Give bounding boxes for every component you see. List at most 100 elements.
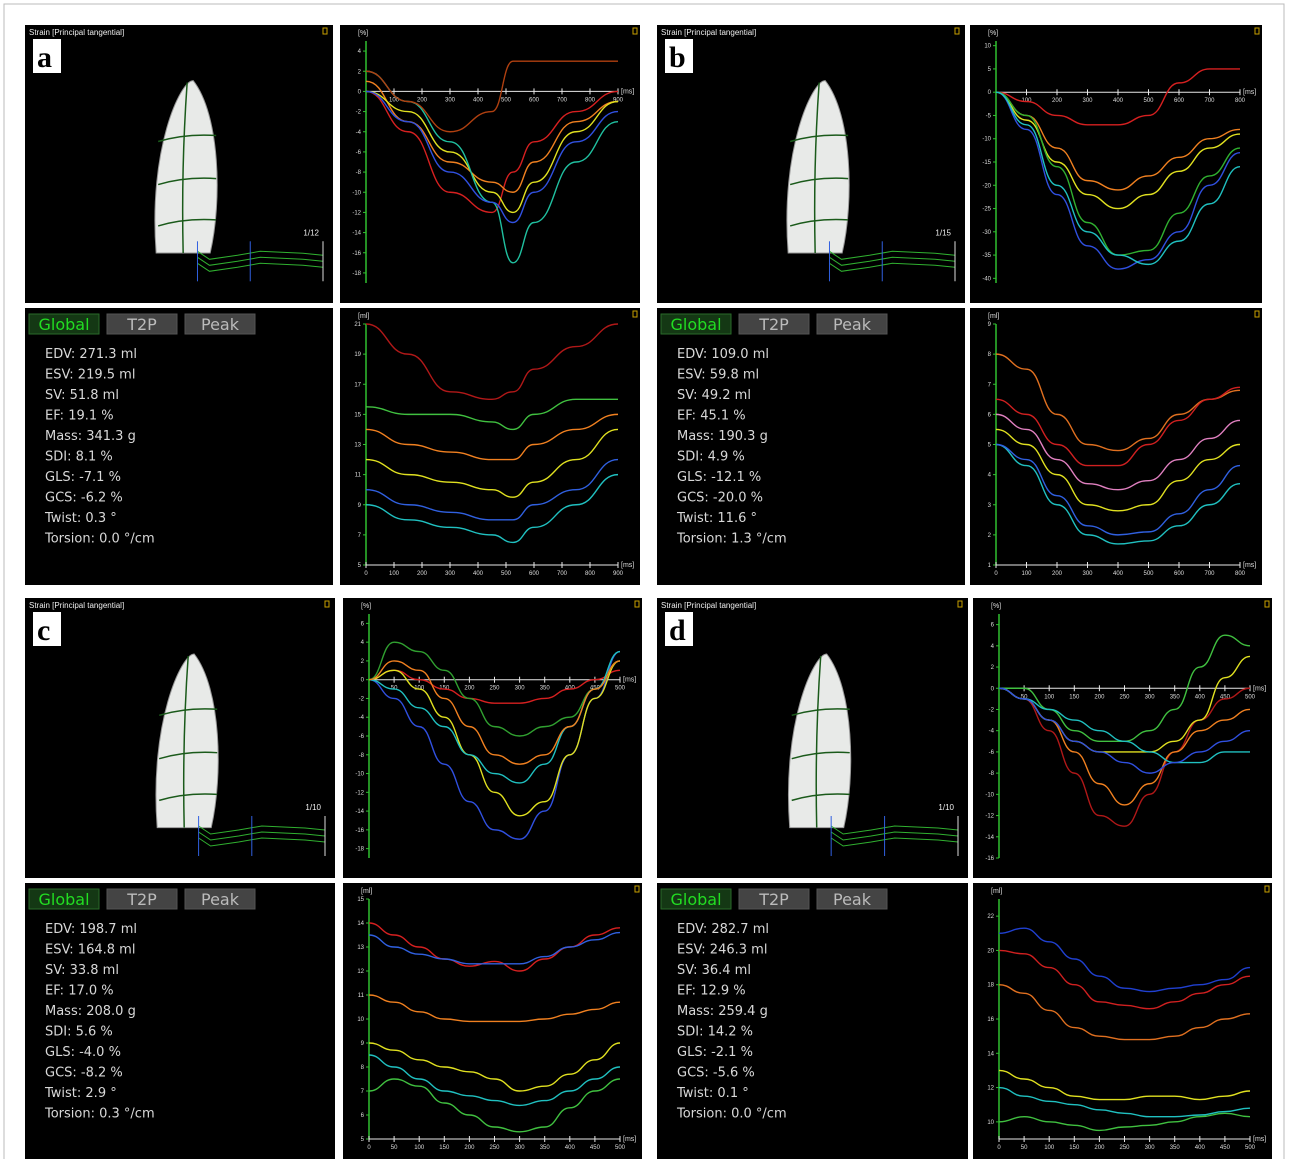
curve (998, 1112, 1251, 1132)
panel-letter: b (669, 41, 686, 74)
chart-background (970, 308, 1262, 585)
x-tick-label: 700 (557, 97, 568, 103)
x-tick-label: 0 (364, 571, 368, 577)
curve (365, 60, 618, 133)
model-grid (791, 708, 850, 717)
y-tick-label: 2 (358, 69, 362, 75)
tab-label[interactable]: Peak (833, 890, 872, 909)
x-tick-label: 350 (540, 686, 551, 692)
curve (365, 398, 618, 431)
metrics-background (657, 883, 968, 1159)
metric: GLS: -12.1 % (677, 470, 761, 485)
curve (995, 353, 1241, 452)
mini-trace (830, 837, 959, 847)
metrics-background (25, 308, 333, 585)
y-tick-label: -2 (359, 696, 365, 702)
x-tick-label: 150 (439, 1145, 450, 1151)
curve (998, 687, 1250, 764)
metric: Mass: 208.0 g (45, 1004, 136, 1019)
tab (28, 313, 100, 335)
y-tick-label: 6 (361, 1113, 365, 1119)
metric: ESV: 246.3 ml (677, 943, 767, 958)
chart-marker (634, 600, 640, 608)
tab-label[interactable]: Peak (833, 315, 872, 334)
y-tick-label: -8 (359, 753, 365, 759)
metric: ESV: 219.5 ml (45, 368, 135, 383)
y-tick-label: -14 (355, 809, 364, 815)
x-tick-label: 400 (473, 97, 484, 103)
x-tick-label: 400 (565, 1145, 576, 1151)
y-tick-label: 6 (361, 621, 365, 627)
x-tick-label: 200 (1052, 571, 1063, 577)
metric: SDI: 8.1 % (45, 450, 113, 465)
tab-label[interactable]: Global (38, 890, 89, 909)
tab-label[interactable]: Peak (201, 315, 240, 334)
x-tick-label: 150 (1069, 1145, 1080, 1151)
curve (995, 428, 1241, 512)
curve (995, 91, 1241, 266)
metric: Twist: 0.1 ° (676, 1086, 749, 1101)
y-tick-label: -5 (986, 113, 992, 119)
model-grid (789, 134, 849, 143)
curve (998, 927, 1251, 993)
y-tick-label: 6 (991, 623, 995, 629)
tab-label[interactable]: Global (670, 890, 721, 909)
metric: Torsion: 1.3 °/cm (676, 532, 787, 547)
y-tick-label: 15 (354, 412, 361, 418)
tab (106, 888, 178, 910)
y-tick-label: 20 (987, 948, 994, 954)
model-grid (791, 751, 850, 760)
y-tick-label: 19 (354, 352, 361, 358)
metric: ESV: 164.8 ml (45, 943, 135, 958)
metric: Twist: 2.9 ° (44, 1086, 117, 1101)
x-tick-label: 400 (473, 571, 484, 577)
metric: Torsion: 0.3 °/cm (44, 1107, 155, 1122)
mini-trace (197, 250, 324, 260)
x-tick-label: 100 (1044, 1145, 1055, 1151)
curve (365, 473, 619, 544)
curve (368, 1078, 621, 1133)
x-unit: [ms] (1243, 89, 1256, 96)
y-tick-label: 2 (361, 659, 365, 665)
tab-label[interactable]: Peak (201, 890, 240, 909)
tab-label[interactable]: T2P (126, 315, 157, 334)
x-tick-label: 800 (1235, 98, 1246, 104)
x-tick-label: 500 (1143, 98, 1154, 104)
curve (365, 428, 619, 498)
y-tick-label: 0 (988, 90, 992, 96)
curve (998, 949, 1251, 1010)
y-tick-label: -35 (982, 253, 991, 259)
x-tick-label: 250 (1119, 1145, 1130, 1151)
y-unit: [ml] (358, 313, 369, 320)
x-tick-label: 500 (1245, 1145, 1256, 1151)
y-tick-label: 22 (987, 914, 994, 920)
chart-marker (1264, 600, 1270, 608)
tab-label[interactable]: Global (38, 315, 89, 334)
model-grid (181, 82, 188, 253)
curve (998, 687, 1251, 827)
chart-marker (632, 310, 638, 318)
tab (738, 888, 810, 910)
y-tick-label: -8 (356, 170, 362, 176)
curve (998, 687, 1251, 774)
curve (368, 931, 621, 965)
tab (184, 888, 256, 910)
y-tick-label: -2 (356, 110, 362, 116)
y-tick-label: 17 (354, 382, 361, 388)
x-tick-label: 0 (997, 1145, 1001, 1151)
metric: GCS: -6.2 % (45, 491, 123, 506)
x-tick-label: 300 (515, 686, 526, 692)
curve (368, 660, 621, 817)
frame-counter: 1/12 (303, 228, 319, 237)
tab-label[interactable]: T2P (126, 890, 157, 909)
x-tick-label: 300 (445, 571, 456, 577)
tab-label[interactable]: T2P (758, 890, 789, 909)
y-tick-label: -12 (985, 814, 994, 820)
tab-label[interactable]: Global (670, 315, 721, 334)
curve (998, 1069, 1251, 1101)
tab-label[interactable]: T2P (758, 315, 789, 334)
curve (368, 660, 621, 765)
x-tick-label: 50 (1021, 1145, 1028, 1151)
chart-background (340, 25, 640, 303)
metric: EDV: 109.0 ml (677, 347, 769, 362)
